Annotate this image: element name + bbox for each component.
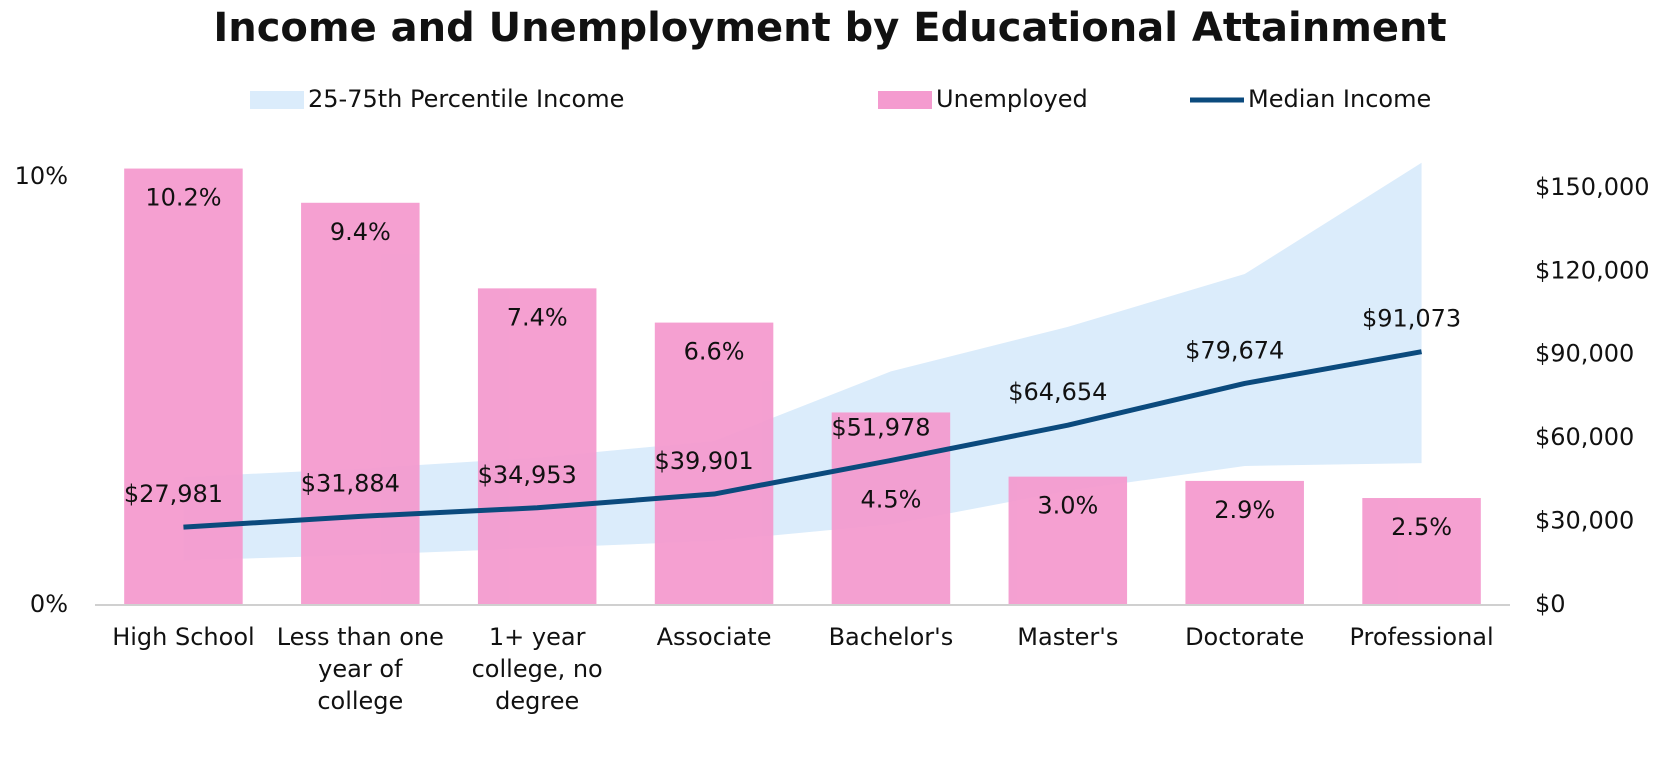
- bar-value-label: 9.4%: [330, 218, 391, 246]
- y2-tick-label: $60,000: [1535, 423, 1634, 451]
- bar-series: [124, 168, 1481, 606]
- bar: [1008, 476, 1128, 605]
- x-tick-label: Professional: [1349, 623, 1493, 651]
- bar: [1362, 498, 1481, 605]
- y2-tick-label: $150,000: [1535, 173, 1650, 201]
- line-value-label: $34,953: [478, 461, 577, 489]
- y2-tick-label: $120,000: [1535, 256, 1650, 284]
- bar: [477, 288, 597, 605]
- y2-tick-label: $30,000: [1535, 507, 1634, 535]
- bar-value-label: 10.2%: [145, 184, 221, 212]
- line-value-label: $91,073: [1362, 305, 1461, 333]
- line-value-label: $39,901: [654, 447, 753, 475]
- median-line: [183, 349, 1423, 530]
- x-tick-label: 1+ year college, no degree: [472, 623, 603, 715]
- y2-tick-label: $90,000: [1535, 340, 1634, 368]
- bar: [831, 412, 951, 605]
- x-tick-label: Master's: [1017, 623, 1118, 651]
- legend-swatch: [878, 91, 932, 109]
- line-value-label: $79,674: [1185, 336, 1284, 364]
- line-value-label: $31,884: [301, 469, 400, 497]
- legend-label: Median Income: [1248, 85, 1431, 113]
- bar: [301, 202, 420, 606]
- line-value-label: $51,978: [831, 413, 930, 441]
- bar-value-label: 2.9%: [1214, 496, 1275, 524]
- x-tick-label: Bachelor's: [829, 623, 954, 651]
- legend-swatch: [250, 91, 304, 109]
- y-tick-label: 0%: [30, 590, 68, 618]
- x-tick-label: Less than one year of college: [277, 623, 444, 715]
- bar-value-label: 2.5%: [1391, 513, 1452, 541]
- legend-label: 25-75th Percentile Income: [308, 85, 624, 113]
- bar-value-label: 6.6%: [684, 338, 745, 366]
- bar: [654, 322, 774, 605]
- bar-value-label: 7.4%: [507, 303, 568, 331]
- bar: [124, 168, 243, 606]
- x-tick-label: Associate: [657, 623, 772, 651]
- bar: [1185, 480, 1304, 605]
- x-tick-label: Doctorate: [1185, 623, 1304, 651]
- bar-value-label: 3.0%: [1037, 492, 1098, 520]
- x-tick-label: High School: [112, 623, 254, 651]
- y-tick-label: 10%: [15, 162, 68, 190]
- y2-tick-label: $0: [1535, 590, 1566, 618]
- line-value-label: $27,981: [124, 480, 223, 508]
- chart-title: Income and Unemployment by Educational A…: [213, 5, 1446, 51]
- line-value-label: $64,654: [1008, 378, 1107, 406]
- legend-label: Unemployed: [936, 85, 1088, 113]
- bar-value-label: 4.5%: [860, 485, 921, 513]
